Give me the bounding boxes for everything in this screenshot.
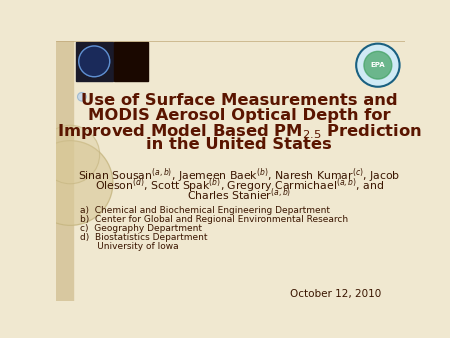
Circle shape bbox=[77, 93, 86, 101]
Text: d)  Biostatistics Department: d) Biostatistics Department bbox=[80, 233, 207, 242]
Text: EPA: EPA bbox=[370, 62, 385, 68]
Text: c)  Geography Department: c) Geography Department bbox=[80, 224, 202, 233]
Text: Improved Model Based PM$_{2.5}$ Prediction: Improved Model Based PM$_{2.5}$ Predicti… bbox=[57, 122, 422, 141]
Text: MODIS Aerosol Optical Depth for: MODIS Aerosol Optical Depth for bbox=[88, 107, 391, 123]
Bar bbox=[114, 42, 148, 80]
Text: October 12, 2010: October 12, 2010 bbox=[291, 289, 382, 298]
Circle shape bbox=[356, 44, 400, 87]
Bar bbox=[76, 42, 113, 80]
Circle shape bbox=[27, 141, 113, 225]
Text: Charles Stanier$^{(a,b)}$: Charles Stanier$^{(a,b)}$ bbox=[187, 186, 291, 203]
Text: b)  Center for Global and Regional Environmental Research: b) Center for Global and Regional Enviro… bbox=[80, 215, 347, 224]
Text: University of Iowa: University of Iowa bbox=[80, 242, 178, 250]
Text: Oleson$^{(d)}$, Scott Spak$^{(b)}$, Gregory Carmichael$^{(a,b)}$, and: Oleson$^{(d)}$, Scott Spak$^{(b)}$, Greg… bbox=[94, 176, 384, 195]
Text: a)  Chemical and Biochemical Engineering Department: a) Chemical and Biochemical Engineering … bbox=[80, 206, 329, 215]
Text: in the United States: in the United States bbox=[146, 137, 332, 152]
Circle shape bbox=[364, 51, 392, 79]
Text: Use of Surface Measurements and: Use of Surface Measurements and bbox=[81, 93, 397, 108]
Text: Sinan Sousan$^{(a,b)}$, Jaemeen Baek$^{(b)}$, Naresh Kumar$^{(c)}$, Jacob: Sinan Sousan$^{(a,b)}$, Jaemeen Baek$^{(… bbox=[78, 166, 400, 185]
Circle shape bbox=[79, 46, 110, 77]
Bar bbox=[56, 41, 73, 301]
Circle shape bbox=[41, 125, 99, 184]
